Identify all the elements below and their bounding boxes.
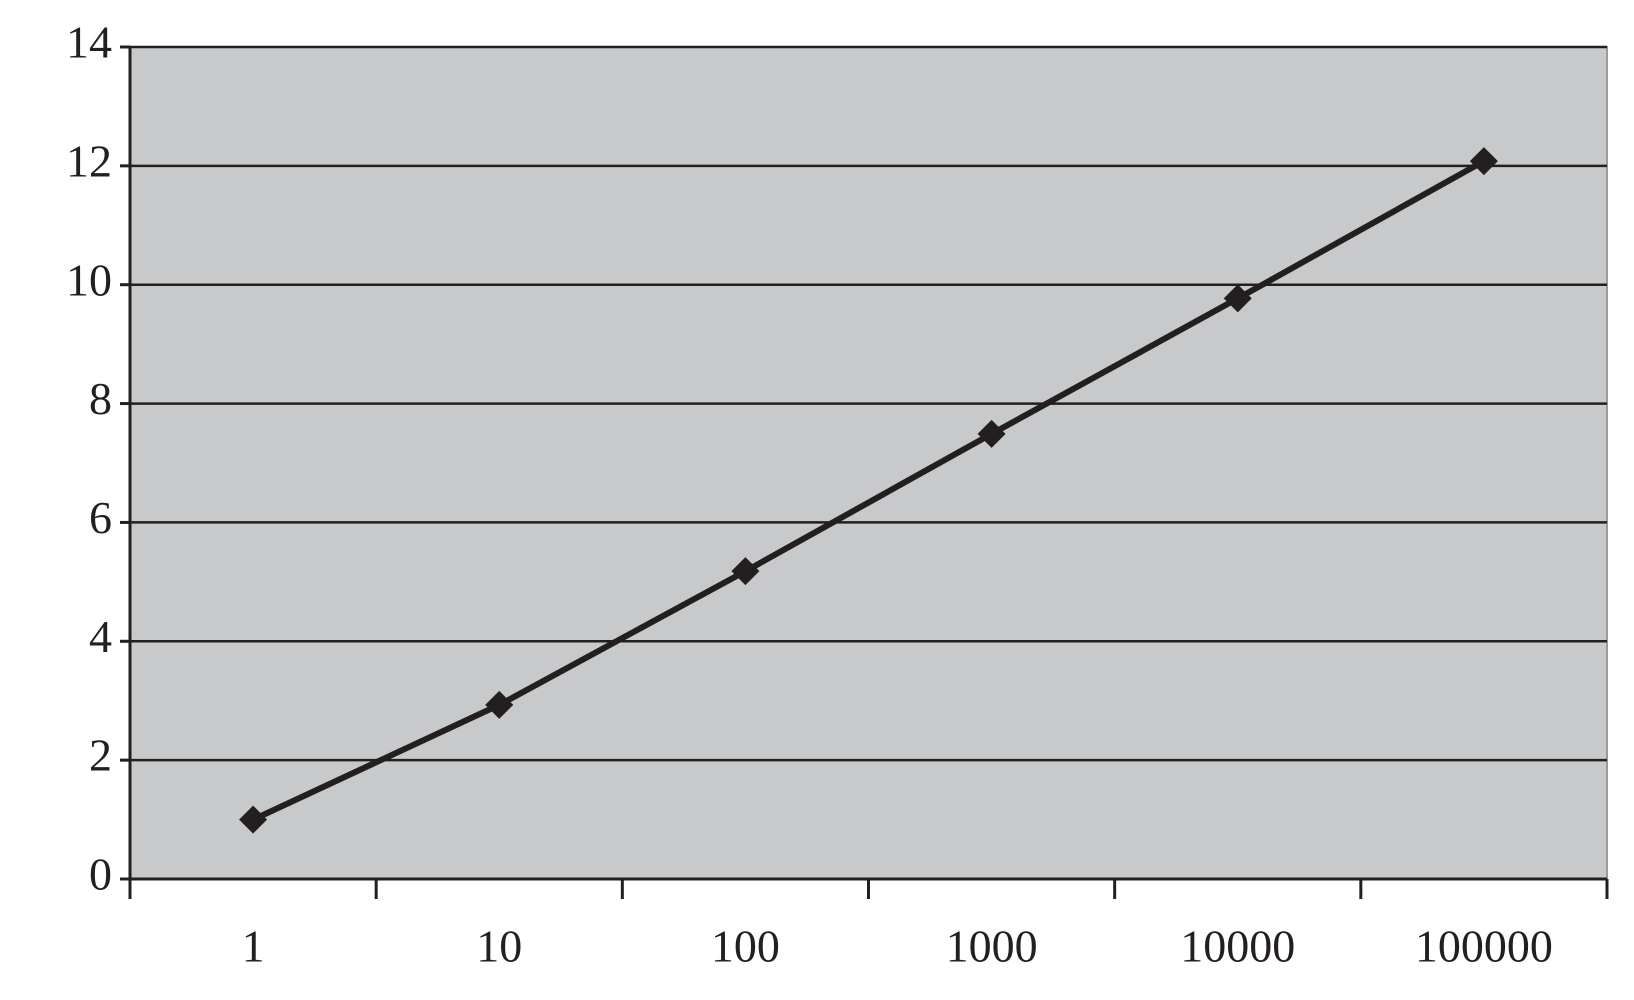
y-tick-label: 4 bbox=[89, 611, 112, 662]
x-tick-label: 10000 bbox=[1180, 921, 1295, 972]
data-marker bbox=[977, 419, 1006, 448]
y-tick-label: 8 bbox=[89, 373, 112, 424]
y-tick-label: 2 bbox=[89, 730, 112, 781]
x-tick-label: 10 bbox=[476, 921, 522, 972]
plot-area bbox=[129, 46, 1608, 880]
x-tick-label: 100000 bbox=[1415, 921, 1553, 972]
y-tick-label: 10 bbox=[66, 254, 112, 305]
y-tick-label: 12 bbox=[66, 135, 112, 186]
data-line bbox=[251, 158, 1486, 823]
x-tick-label: 1 bbox=[242, 921, 265, 972]
data-marker bbox=[1223, 284, 1252, 313]
y-tick-label: 0 bbox=[89, 849, 112, 900]
data-marker bbox=[731, 557, 760, 586]
y-tick-label: 14 bbox=[66, 17, 112, 68]
x-tick-label: 1000 bbox=[946, 921, 1038, 972]
x-tick-label: 100 bbox=[711, 921, 780, 972]
y-tick-label: 6 bbox=[89, 492, 112, 543]
data-marker bbox=[239, 805, 268, 834]
data-marker bbox=[1469, 147, 1498, 176]
data-marker bbox=[485, 690, 514, 719]
